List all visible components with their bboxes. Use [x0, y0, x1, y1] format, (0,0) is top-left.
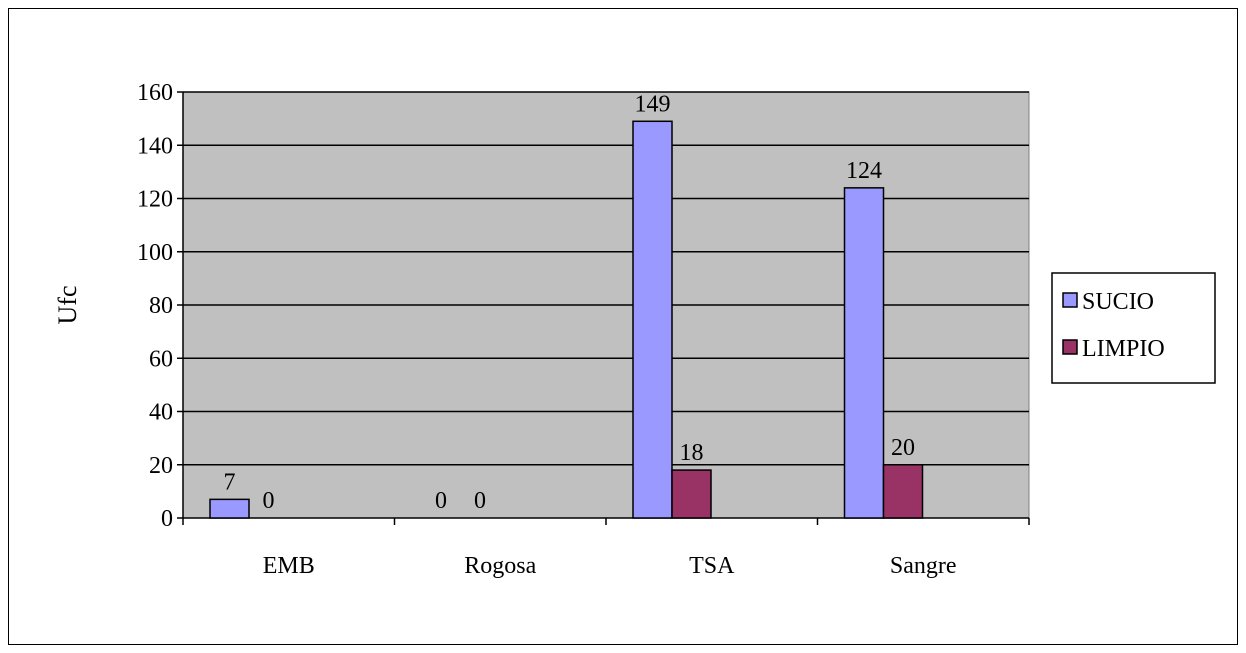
- y-tick-label: 20: [149, 453, 173, 479]
- y-tick-label: 80: [149, 293, 173, 319]
- data-label: 0: [263, 488, 275, 514]
- legend-swatch-limpio: [1062, 339, 1078, 355]
- x-tick-label: Sangre: [890, 553, 957, 579]
- y-tick-label: 40: [149, 400, 173, 426]
- x-tick-label: TSA: [689, 553, 735, 579]
- x-tick-label: Rogosa: [464, 553, 536, 579]
- x-tick-label: EMB: [263, 553, 315, 579]
- bar-sucio-sangre: [843, 187, 885, 519]
- data-label: 18: [680, 440, 704, 466]
- y-tick-label: 120: [137, 187, 173, 213]
- legend-label-limpio: LIMPIO: [1082, 336, 1165, 362]
- bar-sucio-emb: [209, 498, 250, 519]
- bar-sucio-tsa: [632, 120, 673, 519]
- y-tick-label: 100: [137, 240, 173, 266]
- y-tick-label: 0: [161, 506, 173, 532]
- data-label: 0: [474, 488, 486, 514]
- data-label: 149: [635, 91, 671, 117]
- bar-limpio-tsa: [671, 469, 712, 519]
- legend-label-sucio: SUCIO: [1082, 289, 1154, 315]
- data-label: 7: [224, 469, 236, 495]
- y-tick-label: 60: [149, 346, 173, 372]
- legend-swatch-sucio: [1062, 292, 1078, 308]
- chart-frame: 0 20 40 60 80 100 120 140 160 EMB Rogosa TSA Sangre 7…: [8, 8, 1238, 645]
- y-tick-label: 160: [137, 80, 173, 106]
- data-label: 0: [435, 488, 447, 514]
- bar-limpio-sangre: [882, 464, 924, 519]
- data-label: 20: [891, 435, 915, 461]
- y-tick-label: 140: [137, 133, 173, 159]
- legend-box: [1051, 272, 1216, 384]
- data-label: 124: [846, 158, 882, 184]
- y-axis-label: Ufc: [53, 286, 82, 325]
- bar-chart: 0 20 40 60 80 100 120 140 160 EMB Rogosa TSA Sangre 7…: [53, 80, 1216, 579]
- legend: SUCIO LIMPIO: [1051, 272, 1216, 384]
